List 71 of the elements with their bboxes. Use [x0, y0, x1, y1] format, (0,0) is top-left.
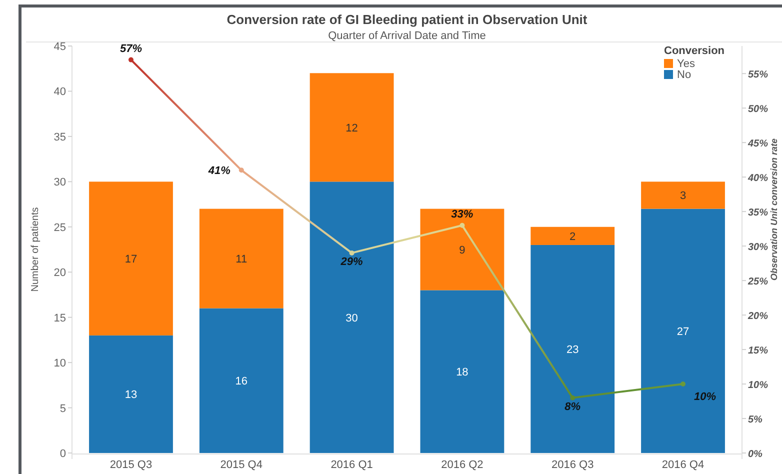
point — [570, 395, 576, 400]
y-tick-label: 30 — [54, 176, 66, 189]
y-tick-label: 40 — [54, 86, 66, 98]
bar — [641, 208, 725, 453]
bar — [89, 182, 173, 336]
chart-subtitle: Quarter of Arrival Date and Time — [328, 30, 486, 42]
bar — [530, 244, 615, 453]
y-tick-label: 15 — [54, 312, 66, 324]
bar — [641, 182, 725, 209]
x-tick-label: 2016 Q1 — [330, 459, 373, 471]
y2-tick-label: 25% — [747, 276, 768, 288]
y-tick-label: 10 — [54, 358, 66, 370]
y2-tick-label: 5% — [748, 414, 763, 426]
data-label: 18 — [456, 366, 468, 379]
legend-label: No — [677, 69, 692, 81]
data-label: 23 — [566, 344, 579, 356]
y2-tick-label: 45% — [747, 138, 768, 150]
y-tick-label: 25 — [54, 222, 66, 234]
point — [349, 250, 354, 256]
y2-tick-label: 10% — [748, 380, 768, 392]
legend-title: Conversion — [664, 45, 725, 57]
point — [238, 168, 244, 173]
y2-axis-title: Observation Unit conversion rate — [769, 138, 779, 281]
data-label: 30 — [346, 312, 358, 324]
data-label: 8% — [564, 400, 581, 413]
x-tick-label: 2015 Q3 — [110, 459, 152, 471]
data-label: 57% — [120, 42, 142, 55]
bar — [199, 308, 284, 453]
point — [680, 382, 686, 387]
y-tick-label: 5 — [60, 402, 66, 415]
bar — [310, 182, 394, 453]
data-label: 33% — [451, 208, 474, 220]
y2-tick-label: 35% — [748, 208, 768, 219]
data-label: 13 — [124, 389, 138, 402]
y-tick-label: 20 — [54, 267, 66, 280]
data-label: 29% — [340, 256, 364, 268]
bar — [89, 335, 173, 453]
y2-tick-label: 55% — [748, 70, 768, 81]
y2-tick-label: 50% — [748, 104, 768, 116]
x-tick-label: 2016 Q3 — [552, 459, 594, 471]
y2-tick-label: 30% — [748, 242, 768, 254]
y-tick-label: 35 — [54, 131, 66, 144]
y-axis-title: Number of patients — [30, 207, 41, 292]
data-label: 11 — [236, 254, 248, 266]
data-label: 16 — [235, 376, 248, 388]
bar — [530, 226, 615, 245]
data-label: 17 — [124, 254, 138, 266]
point — [460, 222, 465, 228]
y2-tick-label: 20% — [747, 311, 768, 322]
data-label: 12 — [346, 122, 358, 134]
y2-tick-label: 40% — [747, 173, 768, 184]
chart-title: Conversion rate of GI Bleeding patient in Observation Unit — [226, 12, 588, 27]
data-label: 2 — [570, 230, 576, 243]
y2-tick-label: 15% — [748, 346, 768, 357]
data-label: 3 — [680, 190, 686, 202]
legend-label: Yes — [677, 58, 696, 70]
y2-tick-label: 0% — [748, 449, 763, 460]
x-tick-label: 2015 Q4 — [220, 459, 262, 471]
data-label: 27 — [676, 326, 690, 338]
data-label: 9 — [459, 244, 466, 256]
x-tick-label: 2016 Q4 — [662, 459, 704, 471]
data-label: 41% — [207, 165, 231, 178]
point — [128, 57, 134, 62]
x-tick-label: 2016 Q2 — [441, 459, 484, 471]
bar — [199, 208, 284, 308]
y-tick-label: 0 — [60, 448, 66, 460]
bar — [420, 290, 504, 453]
bar — [310, 73, 394, 182]
y-tick-label: 45 — [54, 41, 66, 53]
data-label: 10% — [694, 391, 716, 404]
bar — [420, 208, 504, 290]
